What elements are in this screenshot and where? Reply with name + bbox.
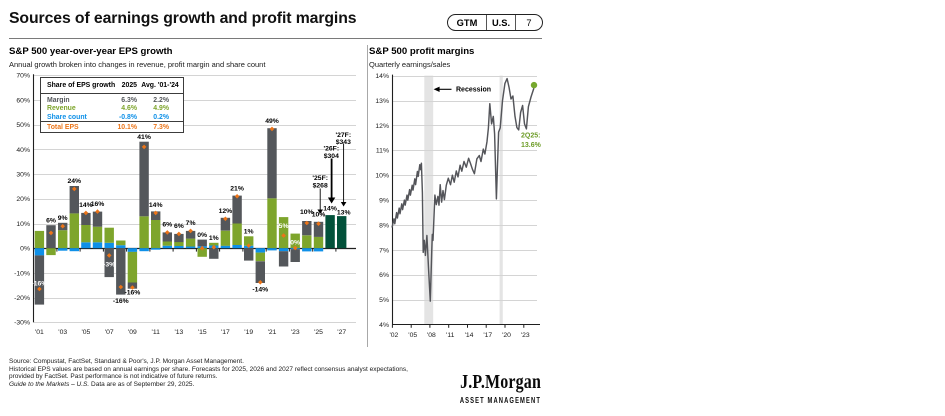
- svg-text:'14: '14: [465, 332, 474, 339]
- svg-text:'20: '20: [502, 332, 511, 339]
- svg-text:$343: $343: [336, 139, 351, 146]
- svg-text:'08: '08: [427, 332, 436, 339]
- svg-text:0%: 0%: [20, 246, 30, 253]
- svg-text:9%: 9%: [58, 215, 68, 222]
- svg-text:9%: 9%: [379, 198, 389, 205]
- svg-text:$304: $304: [324, 153, 339, 160]
- svg-text:60%: 60%: [16, 97, 30, 104]
- svg-text:2Q25:: 2Q25:: [521, 133, 540, 140]
- svg-text:'21: '21: [268, 329, 277, 336]
- svg-text:41%: 41%: [137, 134, 151, 141]
- svg-text:'07: '07: [105, 329, 114, 336]
- svg-text:'23: '23: [521, 332, 530, 339]
- svg-text:24%: 24%: [67, 178, 81, 185]
- svg-text:5%: 5%: [379, 297, 389, 304]
- svg-text:-3%: -3%: [103, 261, 115, 268]
- svg-text:Recession: Recession: [456, 87, 491, 94]
- svg-text:30%: 30%: [16, 172, 30, 179]
- svg-text:7%: 7%: [186, 220, 196, 227]
- svg-text:'19: '19: [244, 329, 253, 336]
- svg-text:'01: '01: [35, 329, 44, 336]
- svg-text:49%: 49%: [265, 118, 279, 125]
- svg-text:'25F:: '25F:: [312, 175, 328, 182]
- svg-text:10%: 10%: [375, 173, 389, 180]
- svg-text:6%: 6%: [379, 272, 389, 279]
- svg-text:14%: 14%: [79, 202, 93, 209]
- svg-text:0%: 0%: [290, 240, 300, 247]
- svg-text:'27F:: '27F:: [336, 132, 352, 139]
- svg-text:'05: '05: [408, 332, 417, 339]
- svg-text:-16%: -16%: [31, 280, 47, 287]
- svg-text:16%: 16%: [91, 201, 105, 208]
- svg-text:'23: '23: [291, 329, 300, 336]
- svg-text:'27: '27: [337, 329, 346, 336]
- svg-text:'11: '11: [152, 329, 161, 336]
- svg-text:'11: '11: [446, 332, 455, 339]
- svg-text:8%: 8%: [379, 222, 389, 229]
- svg-text:$268: $268: [313, 182, 328, 189]
- svg-text:'09: '09: [128, 329, 137, 336]
- svg-text:21%: 21%: [230, 186, 244, 193]
- svg-text:1%: 1%: [209, 235, 219, 242]
- svg-text:13%: 13%: [337, 210, 351, 217]
- svg-text:40%: 40%: [16, 147, 30, 154]
- svg-text:4%: 4%: [379, 322, 389, 329]
- svg-text:10%: 10%: [16, 221, 30, 228]
- svg-text:'26F:: '26F:: [324, 146, 340, 153]
- svg-text:12%: 12%: [219, 208, 233, 215]
- svg-text:10%: 10%: [300, 209, 314, 216]
- svg-text:14%: 14%: [375, 73, 389, 80]
- svg-text:'15: '15: [198, 329, 207, 336]
- svg-text:'17: '17: [221, 329, 230, 336]
- svg-text:20%: 20%: [16, 196, 30, 203]
- svg-text:-20%: -20%: [14, 295, 30, 302]
- svg-text:-10%: -10%: [14, 270, 30, 277]
- svg-text:'05: '05: [81, 329, 90, 336]
- svg-text:13.6%: 13.6%: [521, 142, 542, 149]
- svg-text:14%: 14%: [323, 205, 337, 212]
- svg-text:6%: 6%: [174, 223, 184, 230]
- svg-text:7%: 7%: [379, 247, 389, 254]
- svg-text:1%: 1%: [244, 229, 254, 236]
- svg-text:12%: 12%: [375, 123, 389, 130]
- svg-text:13%: 13%: [375, 98, 389, 105]
- svg-text:5%: 5%: [279, 223, 289, 230]
- svg-text:6%: 6%: [162, 222, 172, 229]
- svg-text:'13: '13: [174, 329, 183, 336]
- svg-text:-16%: -16%: [124, 290, 140, 297]
- svg-text:0%: 0%: [197, 232, 207, 239]
- svg-text:-14%: -14%: [252, 286, 268, 293]
- svg-text:'17: '17: [483, 332, 492, 339]
- svg-text:-30%: -30%: [14, 320, 30, 327]
- svg-text:50%: 50%: [16, 122, 30, 129]
- svg-text:'25: '25: [314, 329, 323, 336]
- svg-text:'02: '02: [389, 332, 398, 339]
- svg-text:-16%: -16%: [113, 298, 129, 305]
- svg-text:10%: 10%: [312, 211, 326, 218]
- svg-text:70%: 70%: [16, 73, 30, 80]
- svg-text:11%: 11%: [376, 148, 389, 155]
- svg-text:6%: 6%: [46, 218, 56, 225]
- svg-text:14%: 14%: [149, 202, 163, 209]
- svg-text:'03: '03: [58, 329, 67, 336]
